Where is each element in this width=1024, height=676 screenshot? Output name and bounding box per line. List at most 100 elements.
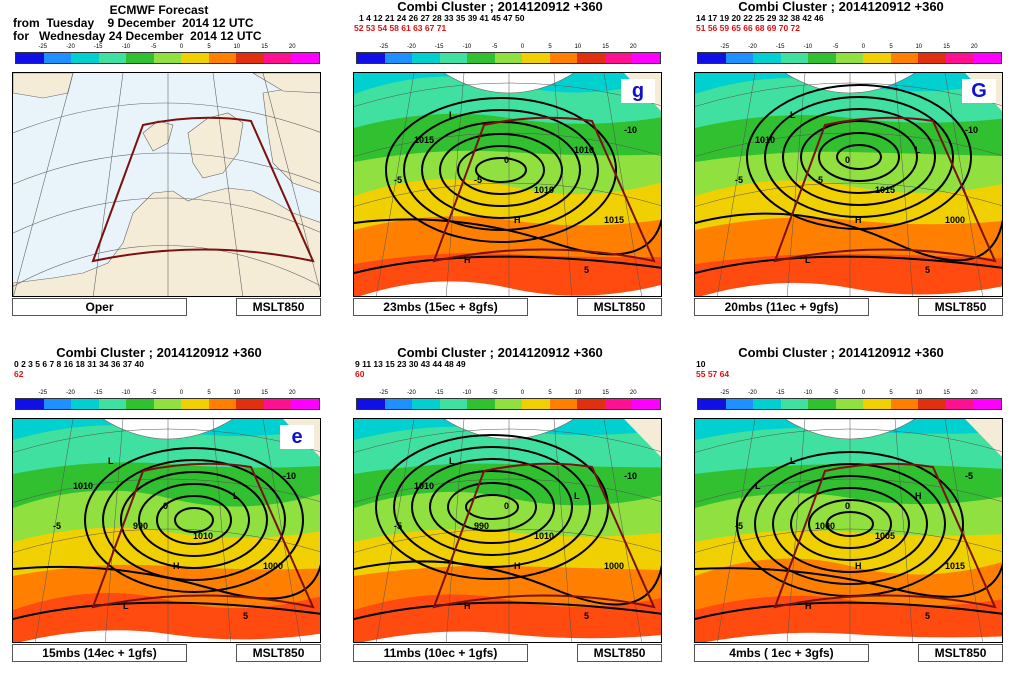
map-cluster-e[interactable]: L L H L 1010 1010 1000 990 -5 -10 0 5 e bbox=[12, 418, 321, 643]
colorbar-swatch bbox=[181, 53, 209, 63]
map-label: 5 bbox=[925, 265, 930, 275]
map-label: L bbox=[108, 456, 114, 466]
colorbar-swatch bbox=[263, 399, 292, 409]
colorbar-swatch bbox=[945, 399, 974, 409]
cluster-members: 9 11 13 15 23 30 43 44 48 49 bbox=[355, 359, 466, 369]
map-cluster-G[interactable]: L L H L 1010 1015 1000 -5 -5 -10 0 5 G bbox=[694, 72, 1003, 297]
colorbar-tick-label: 5 bbox=[207, 44, 211, 50]
colorbar-ticks: -25 -20 -15 -10 -5 0 5 10 15 20 bbox=[356, 44, 661, 52]
map-label: 1000 bbox=[263, 561, 283, 571]
map-label: L bbox=[449, 110, 455, 120]
colorbar-swatch bbox=[384, 53, 413, 63]
colorbar-tick-label: -20 bbox=[748, 44, 757, 50]
map-label: 0 bbox=[504, 501, 509, 511]
map-cluster-g[interactable]: L H H 1010 1015 1010 1015 -5 -5 -10 0 5 g bbox=[353, 72, 662, 297]
map-label: 5 bbox=[584, 611, 589, 621]
cluster-right-label: MSLT850 bbox=[918, 644, 1003, 662]
colorbar-tick-label: 5 bbox=[889, 44, 893, 50]
map-label: -10 bbox=[965, 125, 978, 135]
colorbar-swatch bbox=[973, 399, 1002, 409]
cluster-footer: 15mbs (14ec + 1gfs) MSLT850 bbox=[12, 644, 321, 662]
map-label: 1015 bbox=[414, 135, 434, 145]
colorbar-tick-label: 15 bbox=[602, 44, 609, 50]
cluster-map-svg: L H H L 1010 1010 1000 990 -5 -10 0 5 bbox=[354, 419, 661, 642]
colorbar-swatch bbox=[835, 53, 864, 63]
colorbar-swatch bbox=[494, 53, 523, 63]
colorbar-tick-label: 5 bbox=[889, 390, 893, 396]
colorbar-tick-label: -20 bbox=[66, 44, 75, 50]
colorbar-swatch bbox=[236, 53, 264, 63]
colorbar-swatch bbox=[71, 399, 99, 409]
colorbar-tick-label: 15 bbox=[261, 44, 268, 50]
map-cluster-5[interactable]: L H H L 1010 1010 1000 990 -5 -10 0 5 bbox=[353, 418, 662, 643]
colorbar-tick-label: -15 bbox=[434, 44, 444, 50]
colorbar-ticks: -25 -20 -15 -10 -5 0 5 10 15 20 bbox=[697, 44, 1002, 52]
cluster-footer: 20mbs (11ec + 9gfs) MSLT850 bbox=[694, 298, 1003, 316]
colorbar-swatch bbox=[153, 53, 182, 63]
colorbar-swatch bbox=[863, 53, 891, 63]
cluster-right-label: MSLT850 bbox=[918, 298, 1003, 316]
cluster-members-extra: 60 bbox=[355, 369, 365, 379]
colorbar-tick-label: -15 bbox=[93, 44, 103, 50]
map-label: H bbox=[855, 561, 862, 571]
colorbar-tick-label: 10 bbox=[574, 390, 582, 396]
map-cluster-6[interactable]: L H H H L 1005 1015 1000 -5 -5 0 5 bbox=[694, 418, 1003, 643]
map-label: 1010 bbox=[193, 531, 213, 541]
oper-footer: Oper MSLT850 bbox=[12, 298, 321, 316]
map-label: -5 bbox=[815, 175, 823, 185]
cluster-left-label: 11mbs (10ec + 1gfs) bbox=[353, 644, 528, 662]
cluster-title: Combi Cluster ; 2014120912 +360 bbox=[56, 345, 262, 360]
colorbar-tick-label: -25 bbox=[38, 390, 48, 396]
map-label: -10 bbox=[624, 125, 637, 135]
colorbar-swatch bbox=[808, 53, 836, 63]
cluster-footer: 23mbs (15ec + 8gfs) MSLT850 bbox=[353, 298, 662, 316]
colorbar-swatches bbox=[356, 398, 661, 410]
colorbar-tick-label: -5 bbox=[150, 44, 157, 50]
colorbar-tick-label: 0 bbox=[520, 44, 525, 50]
colorbar-tick-label: -25 bbox=[379, 390, 389, 396]
colorbar-tick-label: -20 bbox=[407, 390, 416, 396]
colorbar-swatch bbox=[71, 53, 99, 63]
oper-right-label: MSLT850 bbox=[236, 298, 321, 316]
colorbar-tick-label: 10 bbox=[233, 44, 241, 50]
map-label: 990 bbox=[133, 521, 148, 531]
oper-for-line: for Wednesday 24 December 2014 12 UTC bbox=[13, 29, 262, 43]
map-label: L bbox=[790, 110, 796, 120]
map-label: L bbox=[790, 456, 796, 466]
colorbar-swatch bbox=[522, 53, 550, 63]
colorbar: -25 -20 -15 -10 -5 0 5 10 15 20 bbox=[15, 390, 320, 412]
map-label: 5 bbox=[925, 611, 930, 621]
panel-cluster-6: Combi Cluster ; 2014120912 +360 10 55 57… bbox=[682, 346, 1003, 676]
cluster-title: Combi Cluster ; 2014120912 +360 bbox=[397, 0, 603, 14]
colorbar-tick-label: 10 bbox=[574, 44, 582, 50]
colorbar-swatch bbox=[494, 399, 523, 409]
colorbar-tick-label: 20 bbox=[629, 390, 637, 396]
colorbar-swatch bbox=[863, 399, 891, 409]
map-label: H bbox=[915, 491, 922, 501]
colorbar-swatch bbox=[753, 53, 781, 63]
cluster-left-label: 20mbs (11ec + 9gfs) bbox=[694, 298, 869, 316]
map-label: -5 bbox=[53, 521, 61, 531]
map-oper[interactable] bbox=[12, 72, 321, 297]
colorbar-tick-label: 15 bbox=[261, 390, 268, 396]
map-label: L bbox=[233, 491, 239, 501]
colorbar-ticks: -25 -20 -15 -10 -5 0 5 10 15 20 bbox=[15, 390, 320, 398]
cluster-members-extra: 62 bbox=[14, 369, 24, 379]
colorbar-tick-label: 5 bbox=[548, 44, 552, 50]
colorbar-swatch bbox=[780, 399, 809, 409]
cluster-footer: 4mbs ( 1ec + 3gfs) MSLT850 bbox=[694, 644, 1003, 662]
colorbar-tick-label: 20 bbox=[970, 44, 978, 50]
colorbar-swatches bbox=[15, 398, 320, 410]
colorbar-swatch bbox=[412, 53, 440, 63]
map-label: 0 bbox=[845, 155, 850, 165]
panel-oper: ECMWF Forecast from Tuesday 9 December 2… bbox=[0, 0, 321, 330]
cluster-map-svg: L H H 1010 1015 1010 1015 -5 -5 -10 0 5 bbox=[354, 73, 661, 296]
map-label: 5 bbox=[584, 265, 589, 275]
map-label: H bbox=[805, 601, 812, 611]
colorbar-swatch bbox=[384, 399, 413, 409]
map-label: -5 bbox=[474, 175, 482, 185]
panel-cluster-g: Combi Cluster ; 2014120912 +360 1 4 12 2… bbox=[341, 0, 662, 330]
colorbar-swatch bbox=[412, 399, 440, 409]
colorbar-swatch bbox=[753, 399, 781, 409]
map-label: 1000 bbox=[945, 215, 965, 225]
